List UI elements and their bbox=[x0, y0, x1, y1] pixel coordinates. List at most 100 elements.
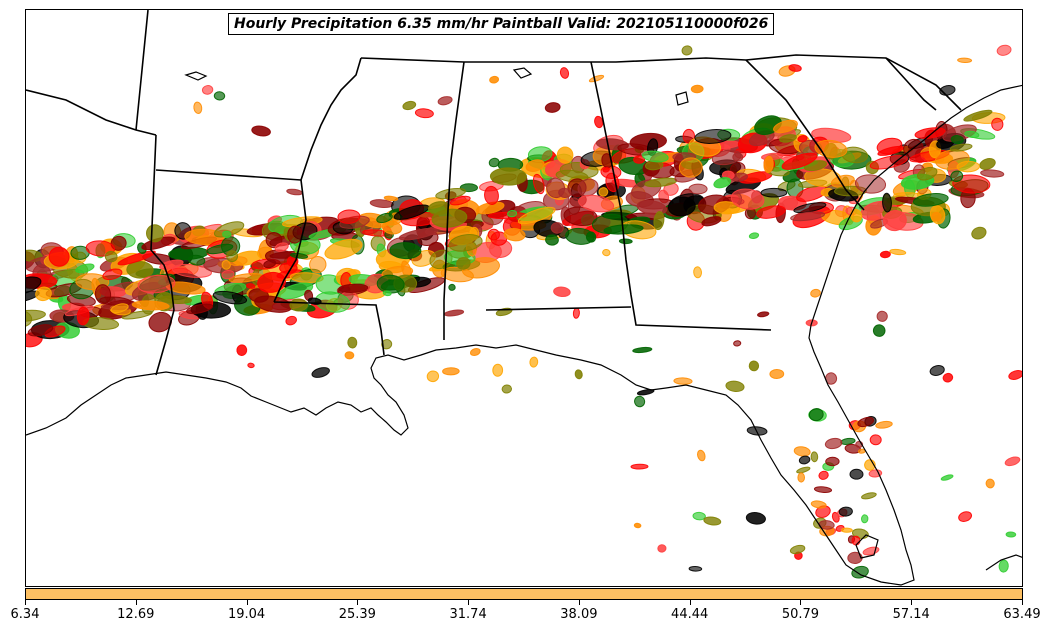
precip-blob bbox=[559, 67, 570, 79]
precip-blob bbox=[75, 263, 95, 274]
precip-blob bbox=[324, 238, 363, 260]
precip-blob bbox=[841, 527, 853, 533]
colorbar-tick-label: 57.14 bbox=[892, 607, 930, 622]
precip-blob bbox=[849, 468, 864, 480]
precip-blob bbox=[950, 135, 964, 145]
precip-blob bbox=[448, 234, 483, 252]
precip-blob bbox=[851, 535, 861, 546]
precip-blob bbox=[221, 269, 235, 280]
precip-blob bbox=[929, 365, 945, 376]
precip-blob bbox=[437, 96, 453, 106]
map-title: Hourly Precipitation 6.35 mm/hr Paintbal… bbox=[228, 13, 775, 35]
precip-blob bbox=[824, 437, 843, 450]
precip-blob bbox=[688, 565, 703, 572]
precip-blob bbox=[492, 363, 504, 377]
lake-outline bbox=[512, 67, 533, 79]
precip-blob bbox=[484, 185, 499, 205]
colorbar-tick bbox=[1022, 600, 1023, 605]
precip-blob bbox=[145, 224, 164, 243]
state-border bbox=[155, 169, 302, 181]
precip-blob bbox=[781, 152, 818, 170]
precip-blob bbox=[245, 283, 256, 289]
map-canvas bbox=[26, 10, 1022, 586]
precip-blob bbox=[347, 336, 358, 349]
state-border bbox=[745, 59, 865, 211]
precip-blob bbox=[760, 187, 788, 198]
state-border bbox=[135, 10, 149, 131]
state-border bbox=[26, 89, 157, 136]
precip-blob bbox=[383, 195, 399, 202]
precip-blob bbox=[633, 522, 642, 529]
precip-blob bbox=[414, 108, 434, 119]
precip-blob bbox=[985, 478, 995, 489]
precip-blob bbox=[286, 188, 303, 196]
colorbar-tick bbox=[246, 600, 248, 605]
precip-blob bbox=[797, 472, 806, 483]
precip-blob bbox=[376, 212, 393, 224]
precip-blob bbox=[964, 130, 980, 139]
precip-blob bbox=[443, 309, 465, 317]
precip-blob bbox=[285, 315, 297, 326]
precip-blob bbox=[48, 246, 70, 267]
precip-blob bbox=[769, 368, 785, 380]
colorbar-tick-label: 63.49 bbox=[1003, 607, 1041, 622]
precip-blob bbox=[381, 220, 403, 235]
precip-blob bbox=[212, 290, 248, 305]
precip-blob bbox=[868, 469, 883, 478]
precip-blob bbox=[869, 155, 908, 170]
precip-blob bbox=[789, 544, 806, 555]
precip-blob bbox=[602, 248, 611, 257]
precip-blob bbox=[449, 195, 471, 206]
precip-blob bbox=[201, 85, 214, 95]
precip-blob bbox=[963, 109, 993, 122]
precip-blob bbox=[641, 150, 669, 163]
precip-blob bbox=[862, 546, 880, 556]
precip-blob bbox=[634, 395, 646, 408]
precip-blob bbox=[957, 57, 973, 64]
precip-blob bbox=[226, 250, 239, 263]
precip-blob bbox=[488, 157, 500, 168]
precip-blob bbox=[979, 158, 996, 170]
precip-blob bbox=[813, 486, 833, 493]
colorbar-tick-label: 25.39 bbox=[338, 607, 376, 622]
precip-blob bbox=[711, 149, 742, 166]
bay-outline bbox=[855, 534, 879, 559]
precip-blob bbox=[489, 167, 528, 186]
precip-blob bbox=[838, 506, 853, 517]
precip-blob bbox=[678, 157, 703, 178]
precip-blob bbox=[879, 250, 891, 259]
precip-blob bbox=[713, 177, 732, 189]
precip-blob bbox=[810, 451, 819, 463]
precip-blob bbox=[773, 119, 798, 134]
gulf-coastline bbox=[26, 84, 1022, 586]
precip-blob bbox=[602, 167, 610, 173]
precip-blob bbox=[565, 227, 595, 245]
precip-blob bbox=[971, 226, 987, 240]
precip-blob bbox=[869, 434, 882, 446]
precip-blob bbox=[236, 344, 248, 356]
precip-blob bbox=[456, 257, 471, 270]
state-border bbox=[885, 57, 937, 111]
precip-blob bbox=[402, 100, 417, 111]
precip-blob bbox=[126, 260, 154, 279]
colorbar-tick bbox=[357, 600, 359, 605]
precip-blob bbox=[633, 155, 646, 164]
precip-blob bbox=[733, 340, 742, 347]
precip-blob bbox=[448, 283, 456, 291]
precip-blob bbox=[748, 360, 760, 372]
colorbar-tick-label: 6.34 bbox=[10, 607, 40, 622]
precip-blob bbox=[553, 286, 571, 298]
precip-blob bbox=[117, 250, 156, 266]
precip-blob bbox=[311, 367, 330, 378]
precip-blob bbox=[102, 268, 123, 281]
precip-blob bbox=[688, 183, 708, 195]
precip-blob bbox=[578, 194, 615, 213]
colorbar-tick-label: 12.69 bbox=[117, 607, 155, 622]
precip-blob bbox=[572, 307, 580, 319]
precip-blob bbox=[701, 216, 722, 227]
precip-blob bbox=[247, 362, 255, 369]
precip-blob bbox=[861, 492, 877, 500]
precip-blob bbox=[104, 250, 118, 263]
precip-blob bbox=[788, 64, 802, 72]
precip-blob bbox=[94, 284, 112, 305]
